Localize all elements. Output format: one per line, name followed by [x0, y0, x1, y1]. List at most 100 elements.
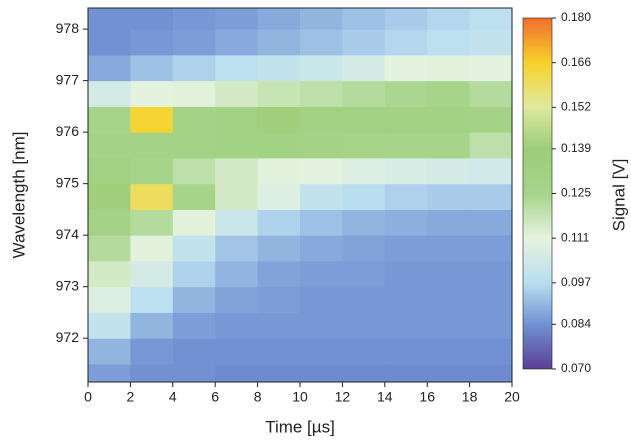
heatmap-cell: [342, 286, 386, 313]
heatmap-cell: [469, 80, 513, 107]
heatmap-cell: [469, 106, 513, 133]
x-axis-label: Time [µs]: [265, 417, 335, 436]
heatmap-cell: [88, 286, 131, 313]
heatmap-cell: [88, 183, 131, 210]
colorbar-tick-label: 0.152: [561, 100, 591, 114]
heatmap-cell: [384, 338, 428, 365]
heatmap-cell: [427, 157, 471, 185]
heatmap-cell: [427, 312, 471, 339]
heatmap-cell: [172, 132, 216, 159]
heatmap-cell: [130, 338, 174, 365]
y-tick-label: 972: [56, 329, 80, 345]
x-tick-label: 14: [377, 389, 393, 405]
heatmap-cell: [300, 106, 343, 133]
heatmap-cell: [384, 106, 428, 133]
heatmap-cell: [300, 132, 343, 159]
heatmap-cell: [427, 29, 471, 56]
heatmap-cell: [257, 312, 301, 339]
heatmap-cell: [130, 183, 174, 210]
heatmap-cell: [384, 157, 428, 185]
y-tick-label: 976: [56, 123, 80, 139]
heatmap-cell: [130, 132, 174, 159]
colorbar-tick-label: 0.180: [561, 10, 591, 24]
heatmap-cell: [469, 157, 513, 185]
heatmap-cell: [427, 106, 471, 133]
heatmap-cell: [384, 8, 428, 30]
heatmap-cell: [469, 312, 513, 339]
heatmap-cell: [427, 80, 471, 107]
heatmap-cell: [384, 29, 428, 56]
colorbar-label: Signal [V]: [609, 159, 628, 232]
heatmap-cell: [342, 183, 386, 210]
colorbar-tick-label: 0.084: [561, 316, 591, 330]
heatmap-cell: [215, 338, 259, 365]
heatmap-cell: [469, 286, 513, 313]
heatmap-cell: [130, 157, 174, 185]
heatmap-cell: [300, 8, 343, 30]
y-tick-label: 977: [56, 71, 80, 87]
heatmap-cell: [469, 183, 513, 210]
heatmap-cell: [427, 132, 471, 159]
heatmap-cell: [130, 235, 174, 262]
heatmap-cell: [300, 209, 343, 236]
heatmap-cell: [469, 260, 513, 288]
x-tick-label: 6: [211, 389, 219, 405]
heatmap-cell: [300, 54, 343, 82]
heatmap-cell: [130, 54, 174, 82]
heatmap-cell: [342, 209, 386, 236]
colorbar-tick-label: 0.166: [561, 55, 591, 69]
heatmap-cell: [257, 8, 301, 30]
heatmap-cell: [300, 260, 343, 288]
heatmap-cell: [172, 209, 216, 236]
heatmap-cell: [88, 54, 131, 82]
heatmap-cell: [469, 132, 513, 159]
heatmap-cell: [215, 286, 259, 313]
heatmap-cell: [469, 29, 513, 56]
y-tick-label: 975: [56, 174, 80, 190]
heatmap-cell: [130, 286, 174, 313]
heatmap-cell: [215, 80, 259, 107]
heatmap-cell: [300, 80, 343, 107]
heatmap-cell: [88, 209, 131, 236]
heatmap-cell: [257, 209, 301, 236]
heatmap-cell: [300, 235, 343, 262]
heatmap-cell: [300, 29, 343, 56]
heatmap-cell: [172, 363, 216, 383]
heatmap-cell: [300, 286, 343, 313]
heatmap-cell: [342, 312, 386, 339]
colorbar-tick-label: 0.097: [561, 275, 591, 289]
heatmap-cell: [88, 80, 131, 107]
heatmap-cell: [88, 260, 131, 288]
heatmap-cell: [130, 363, 174, 383]
x-tick-label: 18: [462, 389, 478, 405]
heatmap-cell: [88, 29, 131, 56]
heatmap-cell: [130, 312, 174, 339]
heatmap-cell: [215, 157, 259, 185]
y-tick-label: 974: [56, 226, 80, 242]
x-tick-label: 4: [169, 389, 177, 405]
heatmap-cell: [215, 260, 259, 288]
heatmap-cell: [88, 8, 131, 30]
heatmap-cell: [384, 286, 428, 313]
heatmap-cell: [172, 157, 216, 185]
heatmap-cell: [215, 132, 259, 159]
heatmap-cell: [342, 132, 386, 159]
heatmap-cell: [172, 312, 216, 339]
heatmap-cell: [215, 235, 259, 262]
heatmap-cell: [469, 8, 513, 30]
heatmap-cell: [130, 29, 174, 56]
heatmap-cell: [257, 29, 301, 56]
heatmap-cell: [427, 183, 471, 210]
heatmap-cell: [172, 106, 216, 133]
heatmap-cell: [384, 132, 428, 159]
colorbar-tick-label: 0.139: [561, 141, 591, 155]
heatmap-cell: [342, 363, 386, 383]
heatmap-cell: [215, 209, 259, 236]
colorbar-tick-label: 0.125: [561, 186, 591, 200]
heatmap-cell: [427, 363, 471, 383]
heatmap-cell: [384, 312, 428, 339]
heatmap-cell: [215, 183, 259, 210]
heatmap-cell: [172, 286, 216, 313]
heatmap-cell: [427, 54, 471, 82]
heatmap-cell: [384, 54, 428, 82]
